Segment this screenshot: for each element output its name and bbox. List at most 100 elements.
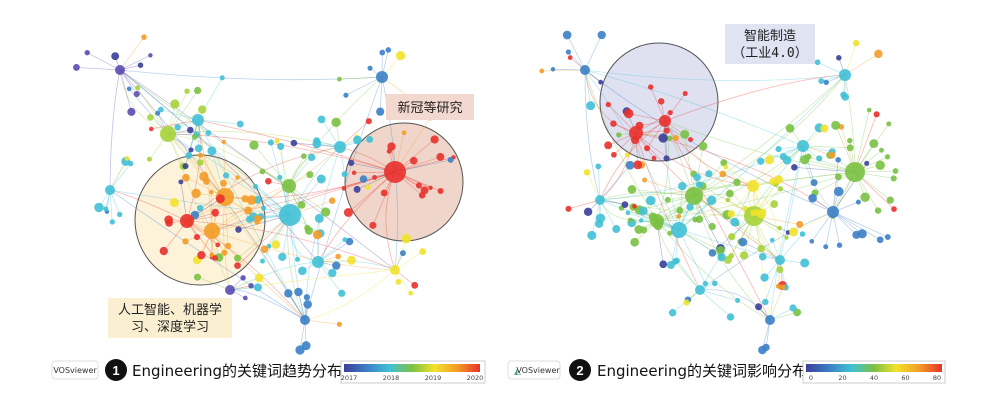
network-hub-node	[765, 315, 775, 325]
network-edge	[394, 251, 423, 271]
network-edge	[678, 229, 706, 284]
network-node	[342, 237, 348, 243]
network-node	[775, 145, 782, 153]
network-node	[295, 256, 301, 262]
panel-number-badge-1	[105, 359, 127, 381]
network-node	[351, 170, 357, 176]
annotation-box-ai	[108, 298, 232, 338]
network-node	[738, 237, 748, 247]
network-node	[312, 230, 323, 240]
network-node	[221, 249, 228, 256]
network-edge	[87, 52, 121, 71]
network-edge	[119, 69, 396, 271]
network-edge	[211, 230, 396, 271]
network-node	[379, 49, 386, 56]
network-node	[191, 188, 201, 199]
network-node	[777, 225, 783, 231]
network-edge	[345, 76, 383, 96]
network-node	[695, 181, 703, 188]
network-node	[193, 234, 201, 241]
network-edge	[76, 67, 121, 71]
network-edge	[584, 69, 601, 201]
network-node	[367, 65, 373, 71]
network-node	[702, 280, 709, 287]
network-node	[789, 304, 797, 312]
network-edge	[137, 87, 169, 135]
network-edge	[693, 195, 781, 261]
network-node	[688, 137, 694, 143]
network-edge	[599, 199, 755, 217]
network-edge	[167, 133, 231, 291]
network-node	[673, 257, 680, 264]
network-edge	[288, 293, 306, 321]
network-node	[719, 170, 727, 178]
network-hub-node	[376, 71, 388, 83]
network-node	[705, 170, 713, 178]
network-hub-node	[300, 315, 310, 325]
network-node	[182, 238, 189, 245]
network-node	[359, 175, 368, 183]
network-node	[698, 141, 708, 151]
network-edge	[793, 211, 834, 233]
network-node	[692, 216, 699, 223]
network-node	[647, 84, 654, 90]
network-node	[271, 240, 281, 249]
network-edge	[656, 74, 846, 222]
network-node	[73, 64, 80, 71]
network-edge	[119, 69, 132, 112]
network-node	[875, 160, 885, 170]
network-edge	[693, 195, 721, 249]
network-edge	[304, 76, 383, 321]
network-node	[170, 99, 180, 109]
network-edge	[211, 230, 306, 321]
panel-title-left: Engineering的关键词趋势分布	[132, 362, 342, 380]
network-node	[728, 253, 735, 259]
network-node	[408, 290, 414, 296]
network-edge	[229, 261, 319, 291]
network-edge	[678, 214, 755, 231]
network-node	[212, 255, 218, 261]
network-node	[664, 196, 671, 203]
network-node	[338, 289, 346, 297]
network-node	[430, 135, 439, 144]
network-edge	[802, 145, 815, 183]
network-hub-node	[595, 195, 605, 205]
network-node	[248, 282, 254, 289]
network-node	[94, 202, 104, 213]
network-edge	[317, 261, 343, 294]
network-node	[274, 138, 280, 144]
network-edge	[584, 69, 804, 147]
network-node	[331, 117, 341, 128]
network-node	[668, 308, 677, 317]
network-node	[834, 173, 842, 181]
network-edge	[635, 132, 701, 291]
network-node	[693, 173, 702, 182]
network-edge	[769, 287, 783, 321]
network-node	[399, 250, 406, 257]
network-edge	[599, 199, 617, 230]
network-node	[436, 152, 445, 161]
scale-tick-label: 2019	[425, 374, 442, 382]
network-node	[313, 137, 321, 145]
network-node	[135, 85, 141, 91]
network-node	[612, 225, 621, 233]
network-node	[658, 133, 668, 143]
network-node	[253, 283, 262, 292]
network-edge	[794, 166, 856, 173]
network-node	[365, 184, 371, 190]
network-edge	[317, 260, 396, 271]
network-node	[332, 261, 341, 270]
network-node	[197, 159, 204, 166]
network-node	[365, 118, 372, 125]
network-node	[639, 218, 644, 223]
network-hub-node	[225, 285, 235, 295]
network-hub-node	[845, 162, 865, 182]
network-node	[750, 209, 757, 217]
network-edge	[167, 133, 306, 321]
network-edge	[119, 69, 383, 81]
network-node	[623, 108, 634, 119]
network-node	[726, 189, 734, 198]
network-node	[241, 195, 249, 203]
network-node	[597, 30, 606, 40]
network-edge	[552, 68, 586, 71]
